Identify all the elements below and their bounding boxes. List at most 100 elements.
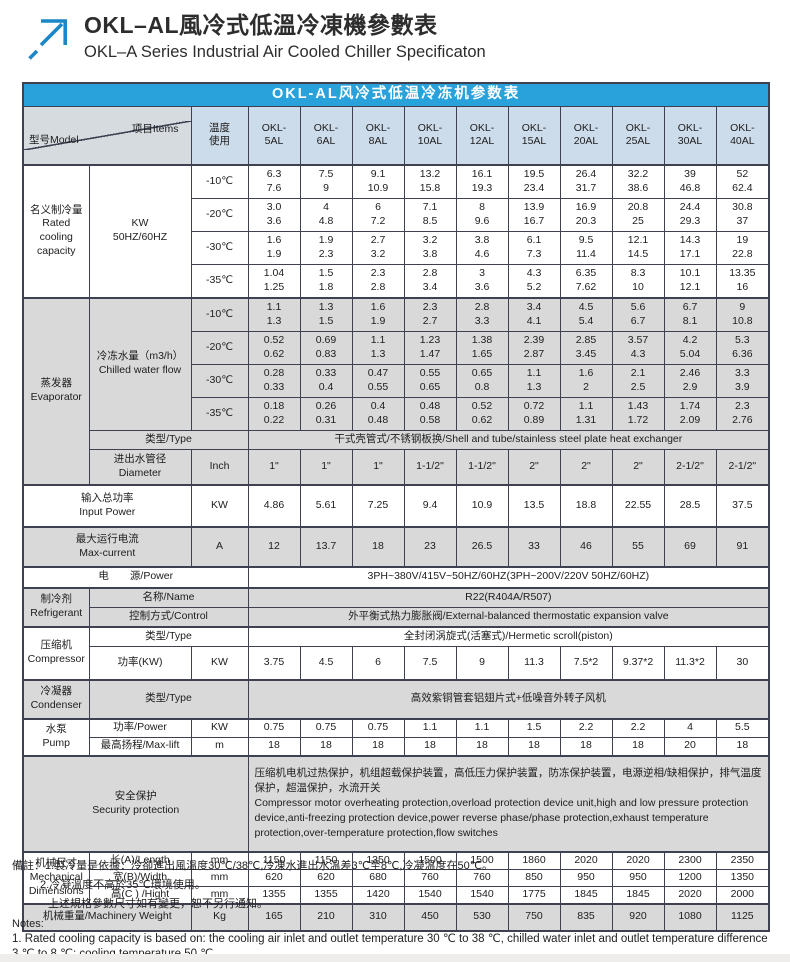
temp-cell: -20℃ — [190, 330, 249, 365]
value-cell: 1.6 1.9 — [247, 230, 301, 265]
temp-cell: -10℃ — [190, 163, 249, 199]
refrigerant-control-label: 控制方式/Control — [88, 606, 249, 628]
value-cell: 7.25 — [351, 483, 405, 528]
compressor-type-value: 全封闭涡旋式(活塞式)/Hermetic scroll(piston) — [247, 625, 770, 647]
value-cell: 680 — [351, 868, 405, 887]
value-cell: 20.8 25 — [611, 197, 665, 232]
value-cell: 13.7 — [299, 525, 353, 568]
value-cell: 22.55 — [611, 483, 665, 528]
value-cell: OKL- 12AL — [455, 105, 509, 166]
value-cell: 2.2 — [611, 717, 665, 738]
value-cell: 1860 — [507, 850, 561, 870]
value-cell: 8.3 10 — [611, 263, 665, 299]
compressor-power-unit: KW — [190, 645, 249, 681]
value-cell: 0.75 — [299, 717, 353, 738]
value-cell: OKL- 30AL — [663, 105, 717, 166]
value-cell: 2020 — [559, 850, 613, 870]
max-current-unit: A — [190, 525, 249, 568]
value-cell: 0.69 0.83 — [299, 330, 353, 365]
value-cell: OKL- 10AL — [403, 105, 457, 166]
value-cell: 1.38 1.65 — [455, 330, 509, 365]
pump-power-unit: KW — [190, 717, 249, 738]
value-cell: 10.9 — [455, 483, 509, 528]
row-label-power-supply: 电 源/Power — [22, 565, 249, 589]
value-cell: 18.8 — [559, 483, 613, 528]
value-cell: 0.47 0.55 — [351, 363, 405, 398]
value-cell: 13.35 16 — [715, 263, 770, 299]
value-cell: 6 7.2 — [351, 197, 405, 232]
value-cell: 2-1/2" — [663, 448, 717, 486]
row-label-evaporator: 蒸发器 Evaporator — [22, 296, 90, 486]
value-cell: 5.5 — [715, 717, 770, 738]
temp-cell: -35℃ — [190, 263, 249, 299]
width-unit: mm — [190, 868, 249, 887]
value-cell: 23 — [403, 525, 457, 568]
value-cell: 2.39 2.87 — [507, 330, 561, 365]
value-cell: 1845 — [611, 885, 665, 905]
value-cell: 12 — [247, 525, 301, 568]
value-cell: 12.1 14.5 — [611, 230, 665, 265]
value-cell: 26.4 31.7 — [559, 163, 613, 199]
value-cell: 0.75 — [247, 717, 301, 738]
value-cell: 1.3 1.5 — [299, 296, 353, 332]
value-cell: 3.57 4.3 — [611, 330, 665, 365]
diameter-unit: Inch — [190, 448, 249, 486]
value-cell: 1775 — [507, 885, 561, 905]
value-cell: 0.48 0.58 — [403, 396, 457, 431]
title-block: OKL–AL風冷式低溫冷凍機參數表 OKL–A Series Industria… — [84, 10, 486, 63]
value-cell: 9 10.8 — [715, 296, 770, 332]
value-cell: 4.2 5.04 — [663, 330, 717, 365]
value-cell: 1150 — [247, 850, 301, 870]
pump-lift-unit: m — [190, 736, 249, 757]
value-cell: 530 — [455, 902, 509, 932]
value-cell: 18 — [559, 736, 613, 757]
value-cell: 1125 — [715, 902, 770, 932]
value-cell: 18 — [299, 736, 353, 757]
value-cell: OKL- 40AL — [715, 105, 770, 166]
diagonal-split: 型号Model 项目Items — [24, 120, 190, 150]
temp-cell: -35℃ — [190, 396, 249, 431]
table-row: 电 源/Power 3PH~380V/415V~50HZ/60HZ(3PH~20… — [22, 565, 770, 589]
power-supply-value: 3PH~380V/415V~50HZ/60HZ(3PH~200V/220V 50… — [247, 565, 770, 589]
value-cell: 2.7 3.2 — [351, 230, 405, 265]
value-cell: 13.5 — [507, 483, 561, 528]
value-cell: 3.0 3.6 — [247, 197, 301, 232]
diameter-label: 进出水管径 Diameter — [88, 448, 192, 486]
table-header-row: 型号Model 项目Items 温度 使用 OKL- 5AL OKL- 6AL OK… — [22, 105, 770, 166]
refrigerant-name-value: R22(R404A/R507) — [247, 586, 770, 608]
value-cell: 52 62.4 — [715, 163, 770, 199]
spec-table: OKL-AL风冷式低温冷冻机参数表 型号Model 项目Items 温度 使用 … — [22, 82, 771, 932]
table-caption: OKL-AL风冷式低温冷冻机参数表 — [22, 82, 770, 107]
notes-title: Notes: — [12, 918, 44, 930]
note-zh-1: 備註：1.製冷量是依據：冷卻進出風溫度30℃/38℃,冷凍水進出水溫差3℃至8℃… — [12, 860, 494, 872]
value-cell: 1-1/2" — [455, 448, 509, 486]
value-cell: 3.8 4.6 — [455, 230, 509, 265]
table-row: 输入总功率 Input Power KW 4.86 5.61 7.25 9.4 10.9… — [22, 483, 770, 528]
value-cell: 2000 — [715, 885, 770, 905]
value-cell: 0.33 0.4 — [299, 363, 353, 398]
table-row: 宽(B)/Width mm 620 620 680 760 760 850 950 950 12… — [23, 868, 770, 887]
input-power-unit: KW — [190, 483, 249, 528]
value-cell: OKL- 8AL — [351, 105, 405, 166]
note-zh-2: 2.冷凝溫度不高於35℃環境使用。 — [40, 879, 206, 891]
value-cell: 9.4 — [403, 483, 457, 528]
value-cell: 10.1 12.1 — [663, 263, 717, 299]
temp-usage-header: 温度 使用 — [190, 105, 249, 166]
value-cell: 26.5 — [455, 525, 509, 568]
value-cell: 760 — [403, 868, 457, 887]
row-label-refrigerant: 制冷剂 Refrigerant — [22, 586, 90, 628]
value-cell: 11.3*2 — [663, 645, 717, 681]
value-cell: 0.18 0.22 — [247, 396, 301, 431]
value-cell: 950 — [559, 868, 613, 887]
page-subtitle: OKL–A Series Industrial Air Cooled Chill… — [84, 43, 486, 61]
value-cell: 1.23 1.47 — [403, 330, 457, 365]
value-cell: 16.9 20.3 — [559, 197, 613, 232]
value-cell: 620 — [247, 868, 301, 887]
value-cell: 3 3.6 — [455, 263, 509, 299]
value-cell: 4.5 5.4 — [559, 296, 613, 332]
table-row: 制冷剂 Refrigerant 名称/Name R22(R404A/R507) — [22, 586, 770, 628]
value-cell: 0.26 0.31 — [299, 396, 353, 431]
security-text-cell: 压缩机电机过热保护，机组超载保护装置，高低压力保护装置，防冻保护装置，电源逆相/… — [247, 754, 770, 853]
page-header: OKL–AL風冷式低溫冷凍機參數表 OKL–A Series Industria… — [28, 10, 486, 63]
value-cell: 33 — [507, 525, 561, 568]
